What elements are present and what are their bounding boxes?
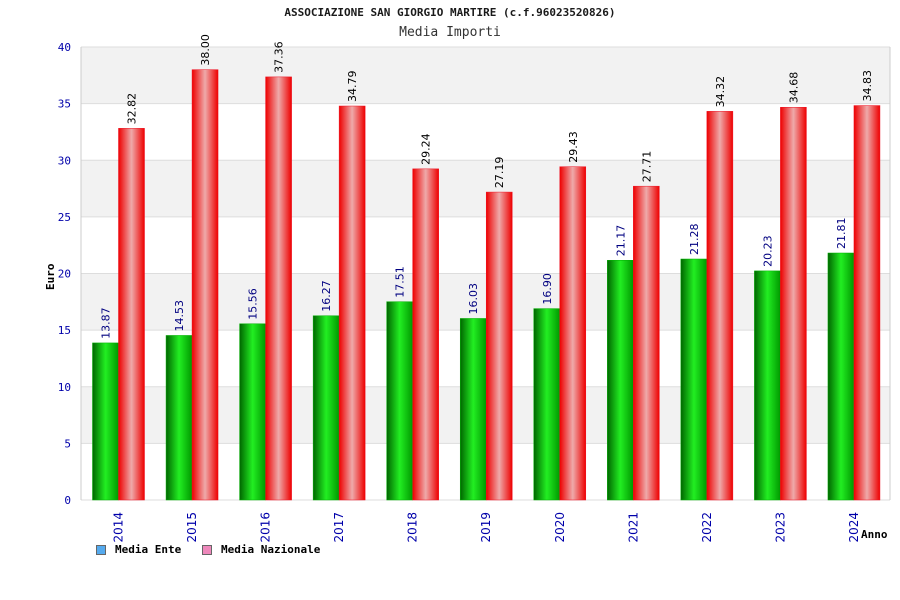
y-tick-label: 40 xyxy=(58,41,71,54)
chart-subtitle: Media Importi xyxy=(399,25,501,40)
chart-title: ASSOCIAZIONE SAN GIORGIO MARTIRE (c.f.96… xyxy=(284,6,616,19)
bar-media-nazionale xyxy=(118,128,145,501)
bar-media-nazionale xyxy=(485,191,513,501)
legend-swatch-ente xyxy=(96,544,106,555)
y-tick-label: 15 xyxy=(58,324,71,337)
bar-media-ente xyxy=(239,323,266,501)
legend-swatch-nazionale xyxy=(202,544,212,555)
bar-media-ente xyxy=(92,342,119,501)
data-label: 21.28 xyxy=(688,224,701,256)
x-tick-label: 2024 xyxy=(847,512,861,543)
data-label: 34.68 xyxy=(787,72,800,104)
bar-media-nazionale xyxy=(338,105,366,501)
y-axis-label: Euro xyxy=(44,263,57,291)
y-tick-label: 30 xyxy=(58,154,71,167)
bar-media-nazionale xyxy=(780,106,807,501)
x-tick-label: 2017 xyxy=(332,512,346,543)
data-label: 16.90 xyxy=(541,273,554,305)
data-label: 34.83 xyxy=(861,70,874,102)
bar-media-ente xyxy=(312,315,340,501)
data-label: 34.79 xyxy=(346,71,359,103)
data-label: 27.71 xyxy=(640,151,653,183)
data-label: 15.56 xyxy=(247,288,260,320)
y-tick-label: 0 xyxy=(64,494,71,507)
legend-label-ente: Media Ente xyxy=(115,543,182,556)
data-label: 27.19 xyxy=(493,157,506,189)
bar-media-nazionale xyxy=(191,69,219,501)
y-tick-label: 10 xyxy=(58,381,71,394)
bar-media-ente xyxy=(607,259,634,501)
data-label: 16.03 xyxy=(467,283,480,315)
data-label: 34.32 xyxy=(714,76,727,108)
x-tick-label: 2016 xyxy=(259,512,273,543)
data-label: 16.27 xyxy=(320,280,333,312)
y-tick-label: 25 xyxy=(58,211,71,224)
bar-media-ente xyxy=(386,301,413,501)
x-tick-label: 2014 xyxy=(112,512,126,543)
x-tick-label: 2020 xyxy=(553,512,567,543)
data-label: 21.17 xyxy=(614,225,627,257)
bar-media-nazionale xyxy=(559,166,587,501)
y-tick-label: 20 xyxy=(58,268,71,281)
x-tick-label: 2019 xyxy=(479,512,493,543)
bar-media-nazionale xyxy=(853,105,881,501)
x-tick-label: 2018 xyxy=(406,512,420,543)
x-tick-label: 2022 xyxy=(700,512,714,543)
data-label: 38.00 xyxy=(199,34,212,66)
bar-media-nazionale xyxy=(706,111,734,501)
data-label: 29.24 xyxy=(420,133,433,165)
data-label: 29.43 xyxy=(567,131,580,163)
bar-media-ente xyxy=(754,270,781,501)
data-label: 14.53 xyxy=(173,300,186,332)
data-label: 20.23 xyxy=(761,235,774,267)
x-tick-label: 2015 xyxy=(185,512,199,543)
bar-media-nazionale xyxy=(412,168,439,501)
data-label: 32.82 xyxy=(126,93,139,125)
bar-media-ente xyxy=(459,318,487,501)
bar-media-nazionale xyxy=(633,185,660,501)
data-label: 21.81 xyxy=(835,218,848,250)
legend-item-media-nazionale: Media Nazionale xyxy=(202,543,320,556)
bar-media-ente xyxy=(680,258,708,501)
y-tick-label: 35 xyxy=(58,98,71,111)
y-tick-label: 5 xyxy=(64,437,71,450)
data-label: 17.51 xyxy=(394,266,407,298)
data-label: 13.87 xyxy=(100,307,113,339)
data-label: 37.36 xyxy=(273,41,286,73)
x-tick-label: 2023 xyxy=(773,512,787,543)
bar-media-ente xyxy=(533,308,561,501)
bar-media-nazionale xyxy=(265,76,292,501)
x-tick-label: 2021 xyxy=(626,512,640,543)
x-axis-label: Anno xyxy=(861,528,888,541)
legend-item-media-ente: Media Ente xyxy=(96,543,181,556)
bar-media-ente xyxy=(165,335,193,501)
legend-label-nazionale: Media Nazionale xyxy=(221,543,321,556)
bar-media-ente xyxy=(827,252,855,501)
